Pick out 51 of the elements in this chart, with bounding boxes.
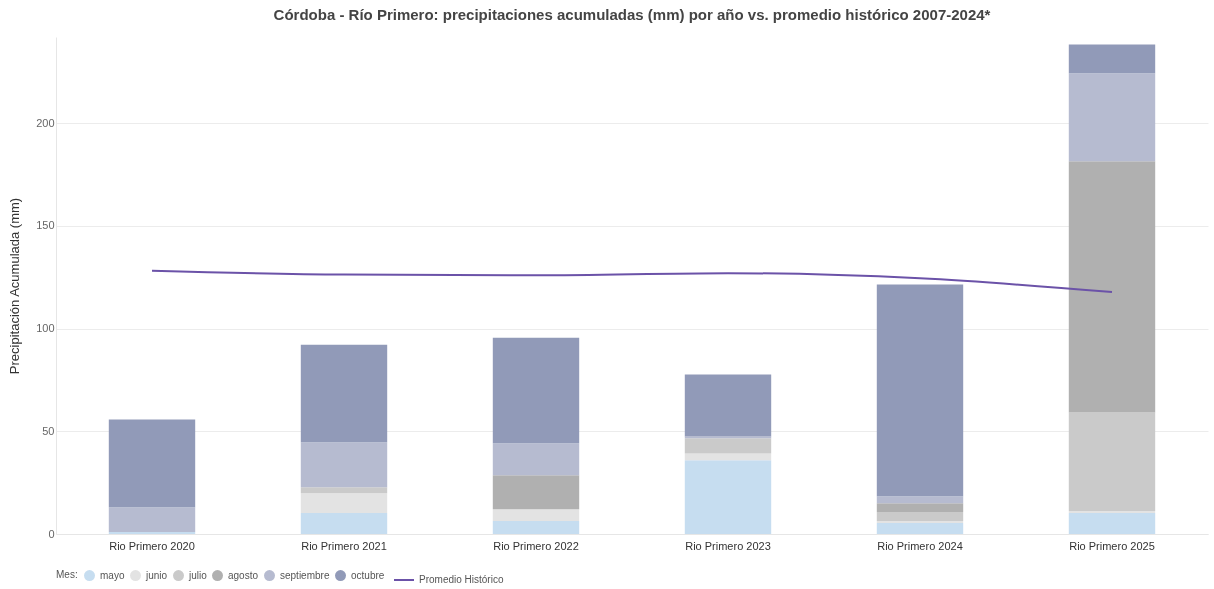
y-tick-label: 0 xyxy=(48,527,55,540)
bar xyxy=(684,438,772,454)
bar xyxy=(876,496,964,504)
x-tick-label: Rio Primero 2024 xyxy=(877,539,963,552)
bar xyxy=(108,531,196,534)
bar xyxy=(684,460,772,534)
bar xyxy=(1068,511,1156,514)
legend-title: Mes: xyxy=(56,569,78,580)
y-tick-label: 150 xyxy=(36,219,55,232)
legend-label: Promedio Histórico xyxy=(419,574,504,585)
bar xyxy=(492,443,580,476)
bar xyxy=(300,493,388,514)
bar xyxy=(300,513,388,534)
bar xyxy=(492,509,580,522)
y-axis-title: Precipitación Acumulada (mm) xyxy=(7,197,23,375)
bar xyxy=(108,507,196,532)
legend-label: mayo xyxy=(100,569,125,581)
legend-label: agosto xyxy=(228,569,259,581)
legend-label: octubre xyxy=(351,569,385,581)
bar xyxy=(300,487,388,494)
bar xyxy=(1068,412,1156,511)
y-tick-label: 50 xyxy=(42,424,55,437)
bar xyxy=(1068,513,1156,534)
bar xyxy=(108,419,196,508)
chart-title: Córdoba - Río Primero: precipitaciones acumuladas (mm) por año vs. promedio histórico 2007-2024* xyxy=(273,6,991,23)
bar xyxy=(1068,44,1156,74)
bar xyxy=(300,442,388,488)
y-tick-label: 100 xyxy=(36,322,55,335)
line-series xyxy=(151,269,1113,294)
legend-label: julio xyxy=(188,569,208,581)
bar xyxy=(492,521,580,534)
x-tick-label: Rio Primero 2025 xyxy=(1069,539,1155,552)
bar xyxy=(876,512,964,522)
legend-label: junio xyxy=(145,569,168,581)
x-tick-label: Rio Primero 2023 xyxy=(685,539,771,552)
x-tick-label: Rio Primero 2020 xyxy=(109,539,195,552)
bar xyxy=(492,475,580,510)
bar xyxy=(876,521,964,524)
bar xyxy=(876,503,964,513)
bar xyxy=(876,523,964,534)
bar xyxy=(684,374,772,437)
y-tick-label: 200 xyxy=(36,116,55,129)
bar xyxy=(300,344,388,443)
bar xyxy=(684,453,772,461)
bar xyxy=(876,284,964,497)
legend-label: septiembre xyxy=(280,569,330,581)
bar xyxy=(1068,73,1156,162)
x-tick-label: Rio Primero 2022 xyxy=(493,539,579,552)
bar xyxy=(492,337,580,444)
x-tick-label: Rio Primero 2021 xyxy=(301,539,387,552)
bar xyxy=(1068,161,1156,413)
